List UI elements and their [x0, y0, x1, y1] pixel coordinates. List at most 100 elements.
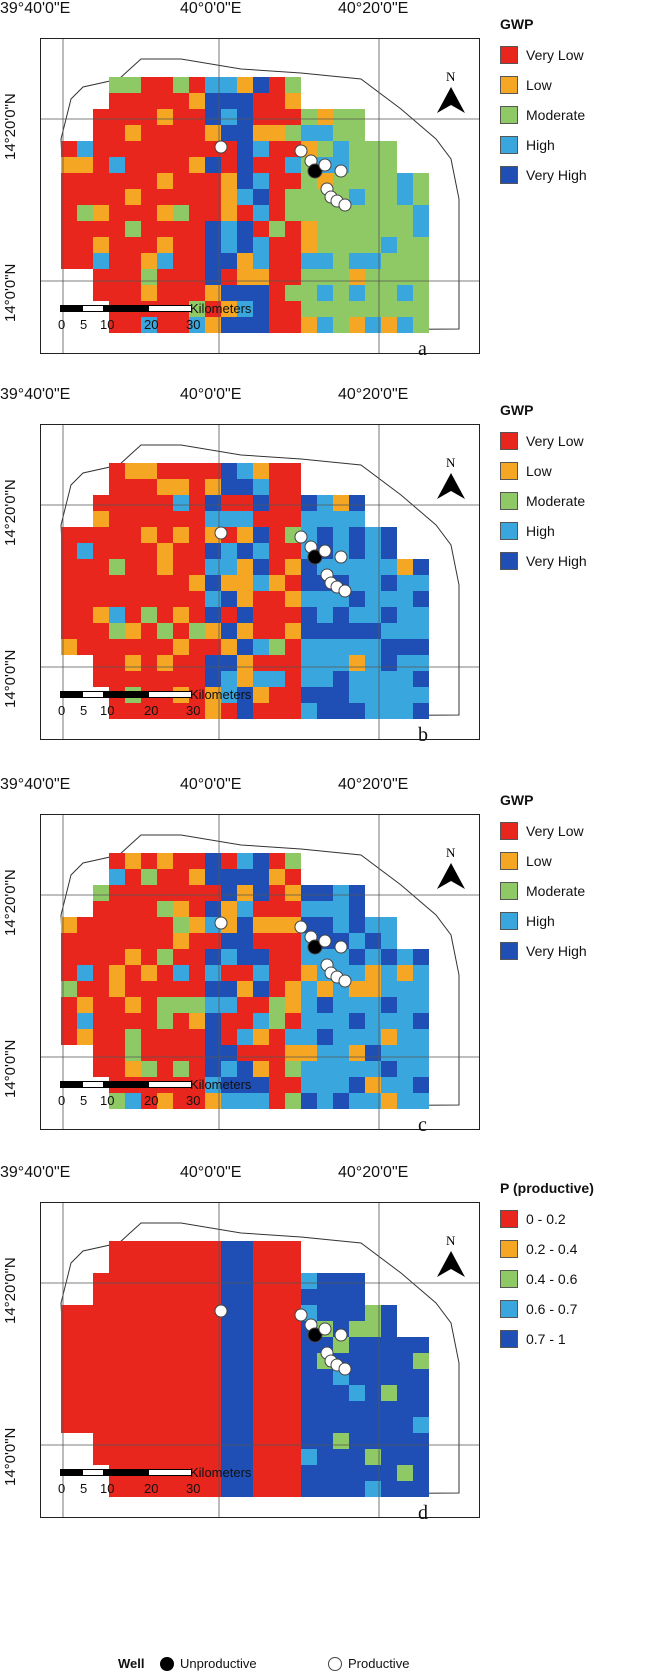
raster-cell: [253, 917, 269, 933]
raster-cell: [269, 157, 285, 173]
productive-well-marker: [294, 530, 308, 544]
raster-cell: [93, 1029, 109, 1045]
raster-cell: [237, 285, 253, 301]
raster-cell: [157, 655, 173, 671]
raster-cell: [109, 1045, 125, 1061]
raster-cell: [253, 157, 269, 173]
raster-cell: [317, 591, 333, 607]
raster-cell: [109, 495, 125, 511]
raster-cell: [173, 285, 189, 301]
raster-cell: [269, 885, 285, 901]
raster-cell: [253, 173, 269, 189]
raster-cell: [141, 253, 157, 269]
scale-tick: 30: [186, 703, 201, 718]
raster-cell: [189, 1401, 205, 1417]
legend-swatch: [500, 822, 518, 840]
raster-cell: [237, 1093, 253, 1109]
raster-cell: [397, 591, 413, 607]
raster-cell: [221, 853, 237, 869]
raster-cell: [93, 109, 109, 125]
raster-cell: [125, 511, 141, 527]
lon-label: 39°40'0"E: [0, 386, 71, 403]
legend-item: Low: [500, 70, 640, 100]
map-raster: N: [41, 815, 479, 1129]
raster-cell: [301, 269, 317, 285]
raster-cell: [221, 1481, 237, 1497]
raster-cell: [381, 965, 397, 981]
raster-cell: [397, 687, 413, 703]
productive-well-marker: [318, 1322, 332, 1336]
raster-cell: [253, 463, 269, 479]
raster-cell: [381, 1353, 397, 1369]
raster-cell: [317, 1273, 333, 1289]
raster-cell: [109, 1353, 125, 1369]
raster-cell: [189, 1449, 205, 1465]
raster-cell: [221, 1093, 237, 1109]
raster-cell: [125, 607, 141, 623]
raster-cell: [221, 301, 237, 317]
raster-cell: [125, 77, 141, 93]
raster-cell: [189, 543, 205, 559]
raster-cell: [141, 869, 157, 885]
raster-cell: [141, 237, 157, 253]
raster-cell: [141, 1273, 157, 1289]
raster-cell: [413, 575, 429, 591]
raster-cell: [253, 655, 269, 671]
raster-cell: [205, 703, 221, 719]
raster-cell: [109, 933, 125, 949]
productive-well-marker: [294, 920, 308, 934]
scale-tick: 30: [186, 1481, 201, 1496]
raster-cell: [109, 949, 125, 965]
raster-cell: [237, 93, 253, 109]
legend-label: High: [526, 523, 555, 539]
raster-cell: [109, 1289, 125, 1305]
raster-cell: [93, 125, 109, 141]
raster-cell: [173, 479, 189, 495]
raster-cell: [173, 1093, 189, 1109]
raster-cell: [349, 1433, 365, 1449]
raster-cell: [269, 671, 285, 687]
raster-cell: [141, 1013, 157, 1029]
raster-cell: [157, 591, 173, 607]
raster-cell: [285, 901, 301, 917]
scale-tick: 0: [58, 1481, 66, 1496]
raster-cell: [269, 591, 285, 607]
raster-cell: [381, 575, 397, 591]
raster-cell: [61, 1353, 77, 1369]
raster-cell: [189, 1369, 205, 1385]
raster-cell: [397, 269, 413, 285]
raster-cell: [237, 1273, 253, 1289]
north-label: N: [446, 1233, 456, 1248]
raster-cell: [93, 981, 109, 997]
raster-cell: [285, 1401, 301, 1417]
raster-cell: [221, 687, 237, 703]
raster-cell: [397, 607, 413, 623]
raster-cell: [61, 591, 77, 607]
raster-cell: [349, 591, 365, 607]
raster-cell: [381, 655, 397, 671]
raster-cell: [237, 591, 253, 607]
raster-cell: [205, 125, 221, 141]
raster-cell: [269, 189, 285, 205]
raster-cell: [141, 141, 157, 157]
raster-cell: [301, 623, 317, 639]
raster-cell: [413, 703, 429, 719]
scale-tick: 5: [80, 1093, 88, 1108]
raster-cell: [141, 1385, 157, 1401]
raster-cell: [285, 1061, 301, 1077]
raster-cell: [125, 1353, 141, 1369]
raster-cell: [221, 1289, 237, 1305]
raster-cell: [173, 901, 189, 917]
raster-cell: [125, 463, 141, 479]
raster-cell: [141, 639, 157, 655]
raster-cell: [301, 1045, 317, 1061]
raster-cell: [349, 1093, 365, 1109]
raster-cell: [205, 221, 221, 237]
raster-cell: [61, 1401, 77, 1417]
raster-cell: [189, 933, 205, 949]
raster-cell: [173, 189, 189, 205]
legend-swatch: [500, 852, 518, 870]
raster-cell: [365, 575, 381, 591]
raster-cell: [77, 173, 93, 189]
raster-cell: [141, 1029, 157, 1045]
